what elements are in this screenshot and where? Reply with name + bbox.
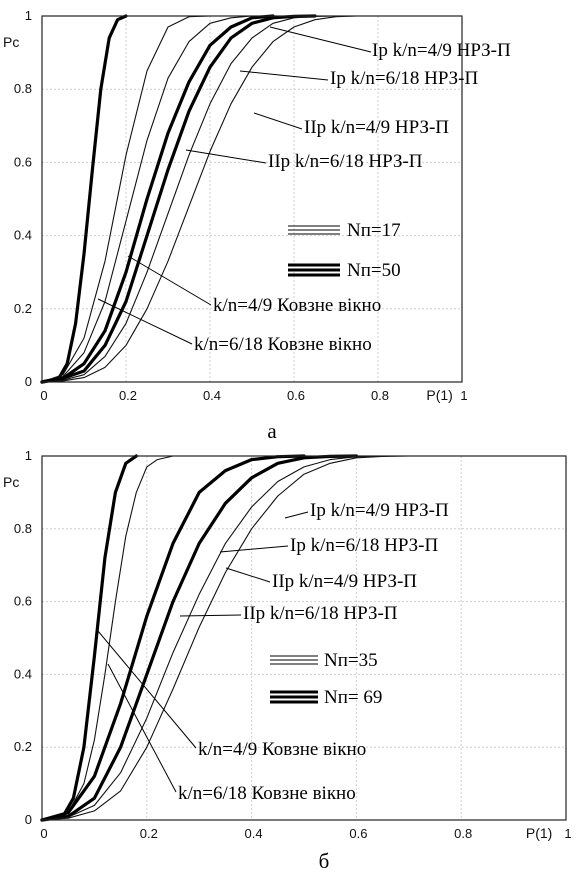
annotation-label: Nп=35 bbox=[324, 650, 378, 671]
y-tick-label: 0.2 bbox=[14, 301, 32, 316]
annotation-leader-line bbox=[269, 26, 372, 53]
annotation-leader-line bbox=[97, 630, 197, 749]
annotation-leader-line bbox=[253, 112, 303, 130]
series-line-5 bbox=[40, 14, 317, 384]
panel-label: б bbox=[319, 849, 330, 873]
annotation-label: Nп=17 bbox=[347, 220, 401, 241]
annotation-label: Ір k/n=4/9 НРЗ-П bbox=[310, 500, 449, 521]
annotation-label: k/n=6/18 Ковзне вікно bbox=[194, 334, 372, 355]
y-tick-label: 0.6 bbox=[14, 154, 32, 169]
annotation-label: ІІр k/n=6/18 НРЗ-П bbox=[243, 603, 398, 624]
annotation-leader-line bbox=[127, 255, 212, 306]
series-line-3 bbox=[41, 15, 253, 383]
chart-panel-2: 0 0.2 0.4 0.6 0.8 1 0 0.2 0.4 0.6 0.8 1 Pc P(1) Ір k/n… bbox=[3, 448, 572, 873]
y-tick-label: 0 bbox=[25, 812, 32, 827]
annotation-label: Nп=50 bbox=[347, 260, 401, 281]
annotation-label: k/n=4/9 Ковзне вікно bbox=[198, 739, 366, 760]
annotation-leader-line bbox=[284, 511, 309, 519]
annotation-label: ІІр k/n=4/9 НРЗ-П bbox=[272, 571, 417, 592]
series-line-6 bbox=[41, 15, 337, 383]
x-tick-label: 0.4 bbox=[245, 826, 263, 841]
y-axis-label: Pc bbox=[3, 34, 19, 50]
panel-label: а bbox=[267, 419, 277, 443]
annotation-leader-line bbox=[179, 614, 242, 617]
x-tick-label: 0.6 bbox=[349, 826, 367, 841]
x-tick-label: 0.6 bbox=[287, 388, 305, 403]
x-tick-label: 0.4 bbox=[203, 388, 221, 403]
series-line-4 bbox=[40, 14, 275, 384]
annotation-label: Ір k/n=6/18 НРЗ-П bbox=[330, 68, 478, 89]
series-line-2 bbox=[41, 455, 174, 821]
x-tick-label: 0 bbox=[40, 826, 47, 841]
plot-frame bbox=[41, 15, 463, 383]
y-tick-label: 0.6 bbox=[14, 594, 32, 609]
annotation-leader-line bbox=[219, 545, 289, 553]
series-line-1 bbox=[40, 14, 128, 384]
series-line-6 bbox=[41, 455, 410, 821]
x-tick-label: 1 bbox=[564, 826, 571, 841]
annotation-label: k/n=6/18 Ковзне вікно bbox=[178, 783, 356, 804]
x-axis-label: P(1) bbox=[426, 387, 452, 403]
annotation-label: ІІр k/n=4/9 НРЗ-П bbox=[304, 117, 449, 138]
y-tick-label: 0.8 bbox=[14, 521, 32, 536]
y-tick-label: 0.4 bbox=[14, 228, 32, 243]
chart-panel-1: 0 0.2 0.4 0.6 0.8 1 0 0.2 0.4 0.6 0.8 1 Pc P(1) Ір k/n… bbox=[3, 8, 511, 443]
annotation-label: Ір k/n=6/18 НРЗ-П bbox=[290, 535, 438, 556]
annotation-label: ІІр k/n=6/18 НРЗ-П bbox=[268, 151, 423, 172]
annotation-leader-line bbox=[107, 663, 177, 793]
series-line-3 bbox=[40, 454, 306, 822]
series-line-4 bbox=[40, 454, 358, 822]
series-line-2 bbox=[41, 15, 211, 383]
y-tick-label: 0 bbox=[25, 374, 32, 389]
annotation-leader-line bbox=[97, 298, 193, 345]
x-tick-label: 0.8 bbox=[454, 826, 472, 841]
plot-frame bbox=[41, 455, 567, 821]
y-tick-label: 0.2 bbox=[14, 739, 32, 754]
x-tick-label: 1 bbox=[460, 388, 467, 403]
y-tick-label: 1 bbox=[25, 448, 32, 463]
annotation-label: Ір k/n=4/9 НРЗ-П bbox=[372, 40, 511, 61]
annotation-leader-line bbox=[239, 70, 329, 81]
annotation-leader-line bbox=[185, 149, 267, 164]
y-tick-label: 1 bbox=[25, 8, 32, 23]
series-line-1 bbox=[40, 454, 138, 822]
x-tick-label: 0.8 bbox=[371, 388, 389, 403]
x-axis-label: P(1) bbox=[526, 825, 552, 841]
annotation-leader-line bbox=[225, 567, 271, 583]
annotation-label: k/n=4/9 Ковзне вікно bbox=[213, 295, 381, 316]
x-tick-label: 0.2 bbox=[140, 826, 158, 841]
series-line-5 bbox=[41, 455, 384, 821]
y-axis-label: Pc bbox=[3, 474, 19, 490]
x-tick-label: 0.2 bbox=[119, 388, 137, 403]
annotation-label: Nп= 69 bbox=[324, 687, 382, 708]
y-tick-label: 0.8 bbox=[14, 81, 32, 96]
series-line-7 bbox=[41, 15, 358, 383]
x-tick-label: 0 bbox=[40, 388, 47, 403]
y-tick-label: 0.4 bbox=[14, 666, 32, 681]
